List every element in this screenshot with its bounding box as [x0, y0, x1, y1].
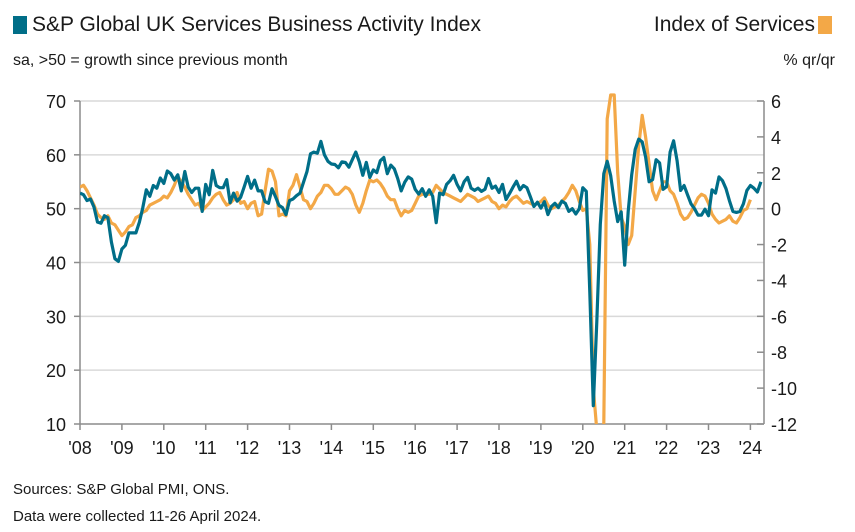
- series-group: [80, 93, 763, 424]
- right-axis-tick-label: -12: [771, 415, 797, 435]
- right-series-title: Index of Services: [653, 13, 815, 36]
- x-axis-tick-label: '16: [403, 438, 426, 458]
- x-axis-tick-label: '24: [739, 438, 762, 458]
- right-axis-unit: % qr/qr: [783, 52, 835, 69]
- left-axis-tick-label: 10: [46, 415, 66, 435]
- right-axis-tick-label: -2: [771, 236, 787, 256]
- ios-legend-swatch: [818, 16, 832, 34]
- x-axis-tick-label: '11: [195, 438, 217, 458]
- x-axis-tick-label: '20: [571, 438, 594, 458]
- left-axis-tick-label: 20: [46, 361, 66, 381]
- x-axis-tick-label: '19: [529, 438, 552, 458]
- left-axis-tick-label: 70: [46, 92, 66, 112]
- right-axis-tick-label: -10: [771, 379, 797, 399]
- right-axis-tick-label: -6: [771, 307, 787, 327]
- ios-series-line: [80, 93, 752, 424]
- right-axis-tick-label: 4: [771, 128, 781, 148]
- x-axis-tick-label: '09: [110, 438, 133, 458]
- right-axis-tick-label: 0: [771, 200, 781, 220]
- x-axis-tick-label: '17: [445, 438, 468, 458]
- x-axis-tick-label: '12: [236, 438, 259, 458]
- x-axis-tick-label: '14: [320, 438, 343, 458]
- x-axis-tick-label: '22: [655, 438, 678, 458]
- left-axis-tick-label: 60: [46, 146, 66, 166]
- right-axis-tick-label: 2: [771, 164, 781, 184]
- x-axis-tick-label: '18: [487, 438, 510, 458]
- left-axis-tick-label: 40: [46, 254, 66, 274]
- pmi-series-line: [80, 137, 763, 408]
- right-axis-tick-label: -4: [771, 271, 787, 291]
- x-axis-tick-label: '21: [613, 438, 636, 458]
- x-axis-tick-label: '23: [697, 438, 720, 458]
- x-axis-tick-label: '15: [362, 438, 385, 458]
- left-chart-title: S&P Global UK Services Business Activity…: [32, 13, 481, 36]
- x-axis-tick-label: '10: [152, 438, 175, 458]
- x-axis-tick-label: '08: [68, 438, 91, 458]
- left-axis-tick-label: 30: [46, 307, 66, 327]
- sources-note: Sources: S&P Global PMI, ONS.: [13, 481, 230, 498]
- collection-note: Data were collected 11-26 April 2024.: [13, 508, 262, 525]
- left-axis-tick-label: 50: [46, 200, 66, 220]
- x-axis-tick-label: '13: [278, 438, 301, 458]
- left-axis-unit: sa, >50 = growth since previous month: [13, 52, 288, 69]
- right-axis-tick-label: 6: [771, 92, 781, 112]
- pmi-legend-swatch: [13, 16, 27, 34]
- right-axis-tick-label: -8: [771, 343, 787, 363]
